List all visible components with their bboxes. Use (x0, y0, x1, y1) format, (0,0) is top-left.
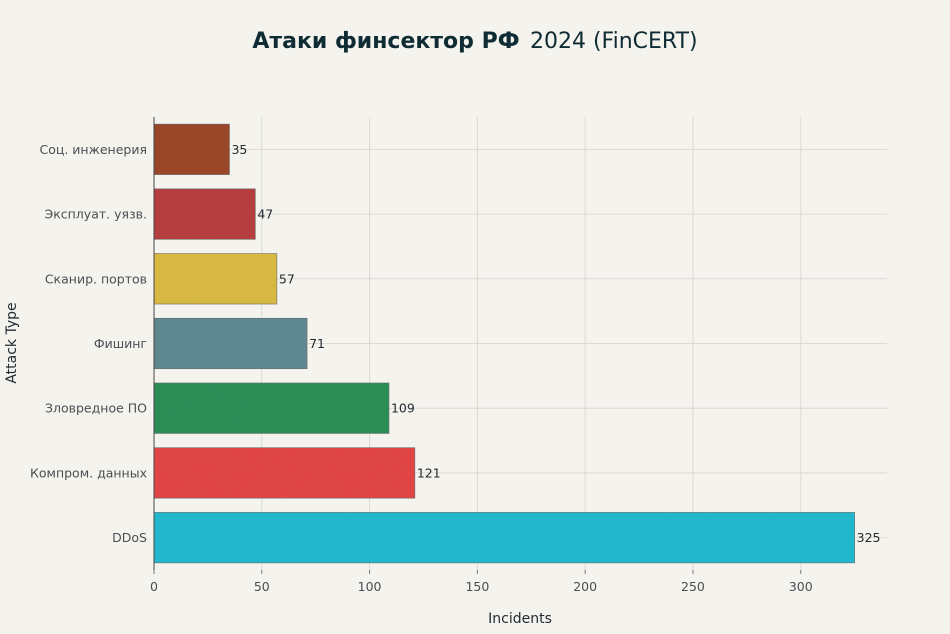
bar-texture (154, 382, 389, 434)
x-tick-label: 150 (465, 579, 489, 594)
bar-texture (154, 512, 855, 563)
bar-value-label: 325 (857, 530, 881, 545)
bar-texture (154, 447, 415, 499)
y-tick-label: Сканир. портов (45, 271, 147, 286)
chart-title-main: Атаки финсектор РФ (252, 29, 519, 54)
x-tick-label: 200 (573, 579, 597, 594)
chart-title: Атаки финсектор РФ 2024 (FinCERT) (252, 29, 697, 54)
x-tick-label: 300 (789, 579, 813, 594)
x-tick-label: 100 (358, 579, 382, 594)
bar-value-label: 57 (279, 271, 295, 286)
y-tick-label: Компром. данных (30, 465, 147, 480)
bar-value-label: 35 (231, 142, 247, 157)
bar-texture (154, 318, 308, 369)
y-tick-label: Зловредное ПО (45, 401, 147, 416)
x-tick-label: 250 (681, 579, 705, 594)
x-tick-label: 50 (254, 579, 270, 594)
x-tick-label: 0 (150, 579, 158, 594)
y-tick-label: Фишинг (94, 336, 147, 351)
chart-title-suffix: 2024 (FinCERT) (530, 29, 698, 54)
bar-value-label: 109 (391, 401, 415, 416)
y-tick-label: Соц. инженерия (39, 142, 147, 157)
bars (153, 123, 855, 564)
bar-texture (154, 124, 230, 175)
x-axis-label: Incidents (488, 611, 552, 627)
bar-texture (154, 188, 256, 240)
bar-value-label: 47 (257, 207, 273, 222)
y-tick-label: Эксплуат. уязв. (44, 207, 147, 222)
bar-value-label: 121 (417, 465, 441, 480)
axes (153, 117, 802, 574)
y-axis-label: Attack Type (4, 302, 20, 383)
labels: 0 50 100 150 200 250 300 Соц. инженерия 35 Эксплу… (30, 142, 881, 594)
y-tick-label: DDoS (112, 530, 147, 545)
bar-value-label: 71 (309, 336, 325, 351)
bar-texture (154, 253, 277, 305)
